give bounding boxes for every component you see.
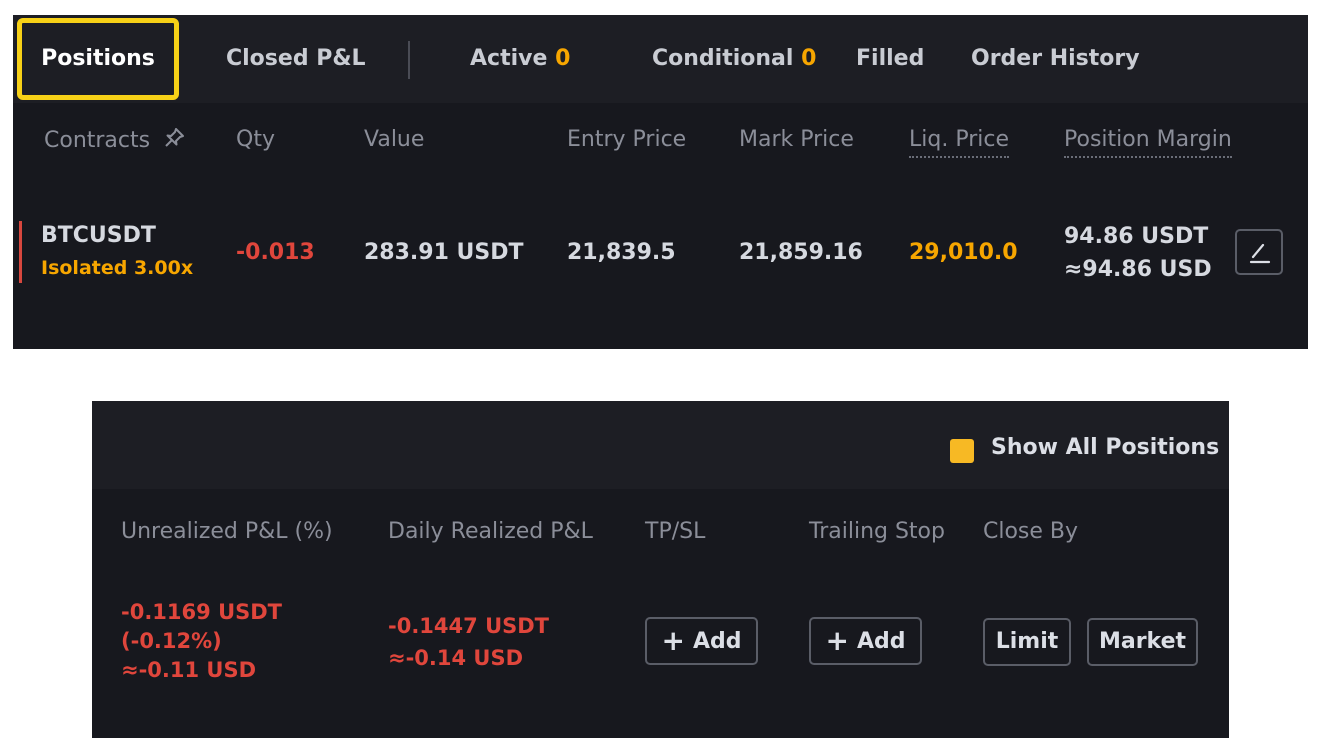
positions-panel: Positions Closed P&L Active 0 Conditiona… <box>13 15 1308 349</box>
tab-closed-pnl-label: Closed P&L <box>226 46 366 71</box>
close-limit-label: Limit <box>995 629 1059 654</box>
close-limit-button[interactable]: Limit <box>983 618 1071 666</box>
position-symbol[interactable]: BTCUSDT <box>41 223 156 248</box>
column-contracts: Contracts <box>44 127 185 155</box>
tab-positions[interactable]: Positions <box>17 18 179 100</box>
column-close-by: Close By <box>983 519 1079 544</box>
tab-bar: Positions Closed P&L Active 0 Conditiona… <box>13 15 1308 103</box>
column-qty: Qty <box>236 127 275 152</box>
column-position-margin[interactable]: Position Margin <box>1064 127 1232 158</box>
daily-realized-pnl-usd: ≈-0.14 USD <box>388 646 524 670</box>
tab-closed-pnl[interactable]: Closed P&L <box>226 15 366 103</box>
column-daily-realized-pnl: Daily Realized P&L <box>388 519 593 544</box>
add-trailing-stop-label: Add <box>856 629 906 654</box>
edit-margin-button[interactable] <box>1235 229 1283 275</box>
show-all-positions-label[interactable]: Show All Positions <box>991 435 1220 460</box>
column-tpsl: TP/SL <box>645 519 706 544</box>
tab-filled-label: Filled <box>856 46 925 71</box>
tab-conditional[interactable]: Conditional 0 <box>652 15 816 103</box>
show-all-positions-checkbox[interactable] <box>950 439 974 463</box>
tab-active-count: 0 <box>555 46 571 71</box>
tab-conditional-count: 0 <box>801 46 817 71</box>
plus-icon: + <box>661 624 685 657</box>
column-mark-price: Mark Price <box>739 127 854 152</box>
bottom-header: Show All Positions <box>92 401 1229 489</box>
add-trailing-stop-button[interactable]: + Add <box>809 617 922 665</box>
tab-positions-label: Positions <box>41 46 155 71</box>
position-margin-usdt: 94.86 USDT <box>1064 224 1209 249</box>
column-trailing-stop: Trailing Stop <box>809 519 945 544</box>
position-value: 283.91 USDT <box>364 240 524 265</box>
pin-icon[interactable] <box>163 127 185 155</box>
tab-conditional-label: Conditional <box>652 46 794 71</box>
column-unrealized-pnl: Unrealized P&L (%) <box>121 519 333 544</box>
short-side-indicator <box>19 221 22 283</box>
position-leverage[interactable]: Isolated 3.00x <box>41 257 194 279</box>
edit-icon <box>1249 243 1271 264</box>
column-value: Value <box>364 127 425 152</box>
unrealized-pnl-usdt: -0.1169 USDT <box>121 600 282 624</box>
position-entry-price: 21,839.5 <box>567 240 676 265</box>
position-qty: -0.013 <box>236 240 315 265</box>
tab-divider <box>408 41 410 79</box>
tab-filled[interactable]: Filled <box>856 15 924 103</box>
close-market-label: Market <box>1098 629 1187 654</box>
tab-active-label: Active <box>470 46 548 71</box>
column-entry-price: Entry Price <box>567 127 687 152</box>
column-liq-price[interactable]: Liq. Price <box>909 127 1009 158</box>
add-tpsl-button[interactable]: + Add <box>645 617 758 665</box>
position-margin-usd: ≈94.86 USD <box>1064 257 1212 282</box>
unrealized-pnl-pct: (-0.12%) <box>121 629 222 653</box>
tab-order-history-label: Order History <box>971 46 1140 71</box>
add-tpsl-label: Add <box>692 629 742 654</box>
close-market-button[interactable]: Market <box>1087 618 1198 666</box>
column-contracts-label: Contracts <box>44 128 151 153</box>
tab-order-history[interactable]: Order History <box>971 15 1140 103</box>
position-liq-price: 29,010.0 <box>909 240 1018 265</box>
daily-realized-pnl-usdt: -0.1447 USDT <box>388 614 549 638</box>
tab-active[interactable]: Active 0 <box>470 15 570 103</box>
unrealized-pnl-usd: ≈-0.11 USD <box>121 658 257 682</box>
plus-icon: + <box>825 624 849 657</box>
positions-detail-panel: Show All Positions Unrealized P&L (%) Da… <box>92 401 1229 738</box>
position-mark-price: 21,859.16 <box>739 240 863 265</box>
